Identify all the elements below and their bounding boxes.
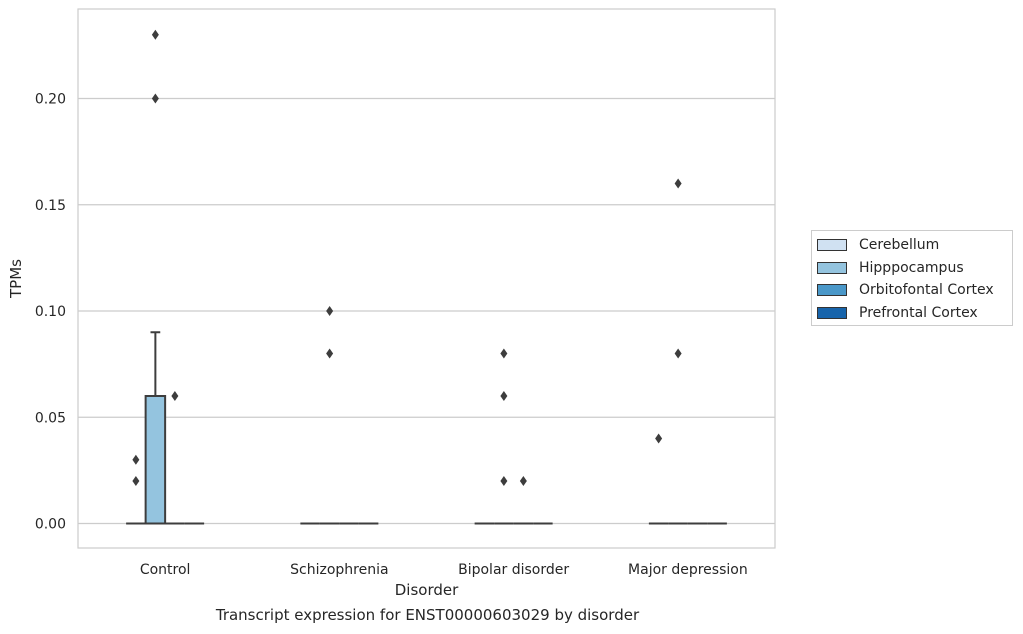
outlier-point bbox=[500, 391, 508, 401]
legend-swatch-hippocampus bbox=[817, 261, 847, 274]
outlier-point bbox=[500, 476, 508, 486]
outlier-point bbox=[655, 433, 663, 444]
outlier-point bbox=[151, 93, 159, 104]
outlier-point bbox=[171, 391, 179, 401]
legend-swatch-orbitofrontal-cortex bbox=[817, 284, 847, 297]
outlier-point bbox=[674, 178, 682, 189]
y-axis-ticks: 0.00 0.05 0.10 0.15 0.20 bbox=[35, 92, 66, 533]
plot-area-frame bbox=[77, 8, 776, 549]
y-tick-label: 0.00 bbox=[35, 517, 66, 533]
legend-item-cerebellum: Cerebellum bbox=[817, 234, 1012, 257]
outlier-point bbox=[519, 476, 527, 486]
x-tick-label: Major depression bbox=[628, 562, 748, 578]
y-tick-label: 0.05 bbox=[35, 410, 66, 426]
box bbox=[144, 395, 167, 525]
outlier-point bbox=[500, 348, 508, 359]
legend-item-orbitofrontal-cortex: Orbitofontal Cortex bbox=[817, 279, 1012, 302]
legend-item-hippocampus: Hipppocampus bbox=[817, 257, 1012, 280]
chart-legend: Cerebellum Hipppocampus Orbitofontal Cor… bbox=[811, 230, 1013, 326]
x-tick-label: Control bbox=[140, 562, 191, 578]
legend-label: Hipppocampus bbox=[859, 259, 964, 276]
legend-label: Cerebellum bbox=[859, 237, 940, 254]
legend-swatch-prefrontal-cortex bbox=[817, 306, 847, 319]
outlier-point bbox=[326, 348, 334, 359]
outlier-point bbox=[151, 29, 159, 40]
outlier-point bbox=[674, 348, 682, 359]
y-tick-label: 0.15 bbox=[35, 198, 66, 214]
y-tick-label: 0.10 bbox=[35, 304, 66, 320]
outlier-markers bbox=[132, 29, 682, 486]
x-tick-label: Bipolar disorder bbox=[458, 562, 569, 578]
legend-label: Prefrontal Cortex bbox=[859, 304, 978, 321]
legend-swatch-cerebellum bbox=[817, 239, 847, 252]
figure-caption: Transcript expression for ENST0000060302… bbox=[215, 606, 640, 624]
outlier-point bbox=[326, 306, 334, 316]
box-series bbox=[126, 331, 727, 525]
outlier-point bbox=[132, 476, 140, 486]
legend-item-prefrontal-cortex: Prefrontal Cortex bbox=[817, 302, 1012, 325]
y-axis-label: TPMs bbox=[7, 259, 25, 299]
grid-lines bbox=[78, 97, 775, 525]
x-axis-ticks: Control Schizophrenia Bipolar disorder Majo… bbox=[140, 562, 748, 578]
x-tick-label: Schizophrenia bbox=[290, 562, 388, 578]
legend-label: Orbitofontal Cortex bbox=[859, 282, 994, 299]
x-axis-label: Disorder bbox=[395, 581, 459, 599]
outlier-point bbox=[132, 454, 140, 465]
y-tick-label: 0.20 bbox=[35, 92, 66, 108]
